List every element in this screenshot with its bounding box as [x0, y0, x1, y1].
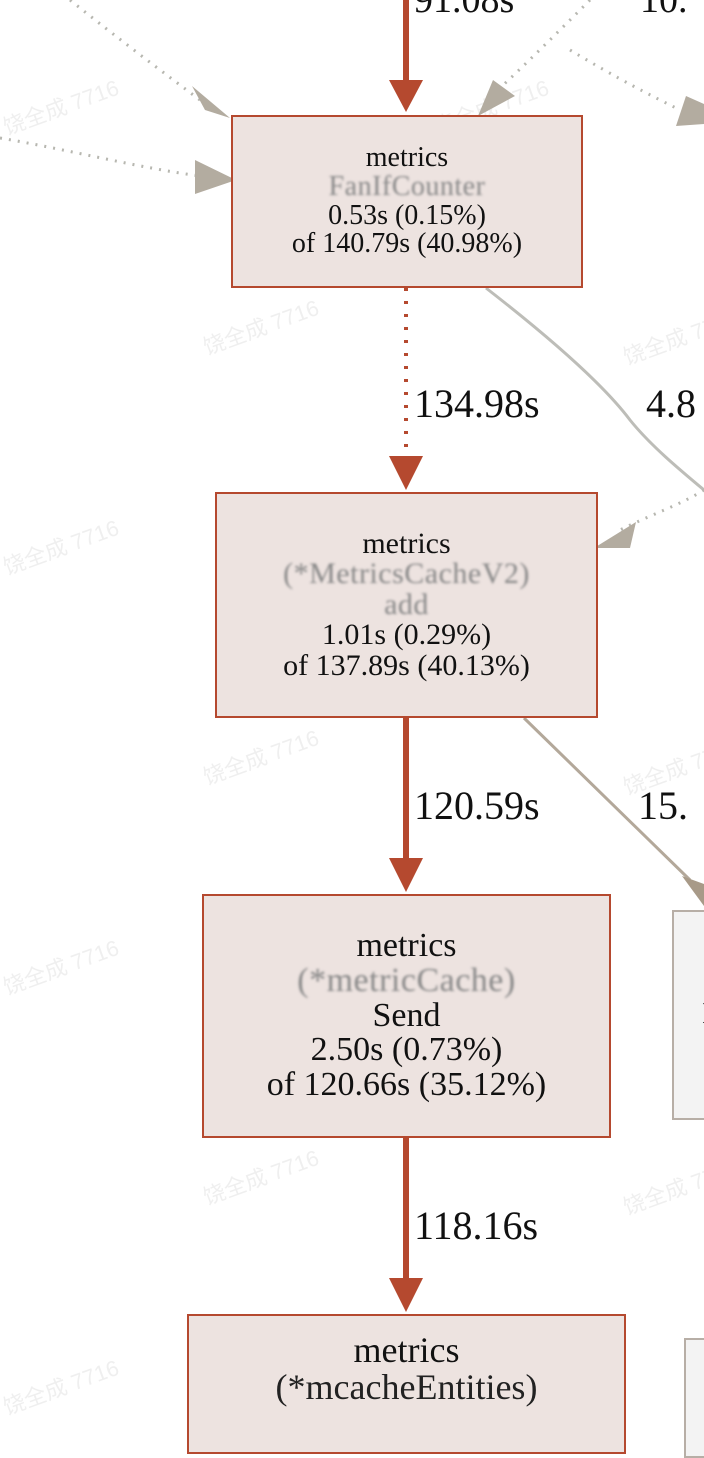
edge-solid-brown-arrowhead: [682, 876, 704, 906]
node-package: metrics: [356, 929, 456, 964]
node-metriccache-send[interactable]: metrics (*metricCache) Send 2.50s (0.73%…: [202, 894, 611, 1138]
node-name: FanIfCounter: [329, 173, 486, 202]
edge-dotted-gray: [70, 0, 200, 100]
node-flat: 2.50s (0.73%): [311, 1033, 503, 1068]
edge-label-1: 134.98s: [414, 380, 540, 427]
edge-label-top-right: 10.: [640, 0, 688, 22]
node-method: add: [384, 590, 429, 621]
edge-hot-2-3-arrowhead: [389, 858, 423, 892]
edge-dotted-gray: [570, 50, 680, 110]
node-name: (*MetricsCacheV2): [283, 559, 530, 590]
node-name: (*mcacheEntities): [276, 1369, 538, 1406]
node-metricscachev2-add[interactable]: metrics (*MetricsCacheV2) add 1.01s (0.2…: [215, 492, 598, 718]
node-partial-right-text: 1: [700, 990, 704, 1032]
edge-dotted-gray: [0, 138, 200, 176]
edge-hot-top-arrowhead: [389, 80, 423, 112]
node-cum: of 140.79s (40.98%): [292, 230, 522, 259]
node-cum: of 137.89s (40.13%): [283, 651, 530, 682]
node-partial-right-bottom[interactable]: [684, 1338, 704, 1458]
edge-dotted-gray-arrowhead: [594, 522, 636, 548]
edge-dotted-gray-arrowhead: [195, 160, 236, 194]
edge-dotted-hot-arrowhead: [389, 456, 423, 490]
node-package: metrics: [362, 529, 450, 560]
node-method: Send: [373, 999, 441, 1034]
edge-label-top: 91.08s: [414, 0, 514, 22]
node-package: metrics: [354, 1332, 460, 1369]
edge-dotted-gray: [620, 490, 704, 530]
edge-label-1-right: 4.8: [646, 380, 696, 427]
edge-label-2: 120.59s: [414, 782, 540, 829]
edge-dotted-gray-arrowhead: [192, 86, 230, 118]
node-flat: 0.53s (0.15%): [328, 202, 486, 231]
node-mcacheentities[interactable]: metrics (*mcacheEntities): [187, 1314, 626, 1454]
edge-dotted-gray-arrowhead: [478, 80, 515, 116]
node-cum: of 120.66s (35.12%): [267, 1068, 547, 1103]
edge-label-3: 118.16s: [414, 1202, 538, 1249]
edge-label-2-right: 15.: [638, 782, 688, 829]
node-name: (*metricCache): [297, 964, 515, 999]
node-package: metrics: [366, 144, 448, 173]
node-flat: 1.01s (0.29%): [322, 620, 491, 651]
node-fanifcounter[interactable]: metrics FanIfCounter 0.53s (0.15%) of 14…: [231, 115, 583, 288]
edge-dotted-gray-arrowhead: [676, 96, 704, 126]
edge-hot-3-4-arrowhead: [389, 1278, 423, 1312]
